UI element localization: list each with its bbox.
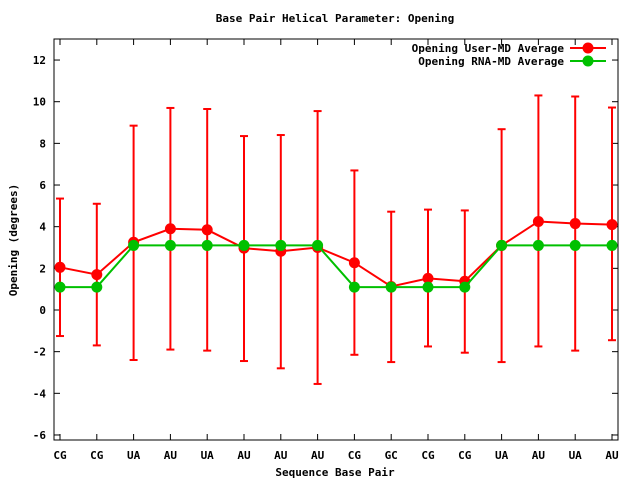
user-md-point xyxy=(91,269,103,281)
y-tick-label: 4 xyxy=(39,221,46,234)
x-tick-label: UA xyxy=(127,449,141,462)
legend-marker-user-md xyxy=(582,42,594,54)
user-md-point xyxy=(532,215,544,227)
y-tick-label: 0 xyxy=(39,304,46,317)
user-md-point xyxy=(164,223,176,235)
legend-marker-rna-md xyxy=(582,55,594,67)
y-axis: -6 -4 -2 0 2 4 6 8 10 12 xyxy=(33,54,618,442)
rna-md-point xyxy=(606,239,618,251)
rna-md-point xyxy=(312,239,324,251)
plot-frame xyxy=(53,38,619,441)
x-tick-label: CG xyxy=(421,449,435,462)
user-md-point xyxy=(348,257,360,269)
x-tick-label: CG xyxy=(53,449,67,462)
user-md-point xyxy=(201,224,213,236)
user-md-point xyxy=(422,272,434,284)
y-tick-label: 12 xyxy=(33,54,46,67)
y-tick-label: -6 xyxy=(33,429,47,442)
y-tick-label: -4 xyxy=(33,387,47,400)
y-tick-label: -2 xyxy=(33,346,46,359)
x-tick-label: GC xyxy=(385,449,398,462)
y-tick-label: 6 xyxy=(39,179,46,192)
rna-md-point xyxy=(496,239,508,251)
legend: Opening User-MD Average Opening RNA-MD A… xyxy=(412,42,606,68)
x-tick-label: UA xyxy=(495,449,509,462)
rna-md-point xyxy=(128,239,140,251)
x-tick-label: AU xyxy=(311,449,325,462)
x-tick-label: AU xyxy=(532,449,546,462)
y-tick-label: 8 xyxy=(39,137,46,150)
rna-md-point xyxy=(348,281,360,293)
rna-md-point xyxy=(54,281,66,293)
x-tick-label: CG xyxy=(348,449,362,462)
legend-label-rna-md: Opening RNA-MD Average xyxy=(418,55,564,68)
x-tick-label: AU xyxy=(274,449,288,462)
x-tick-label: AU xyxy=(605,449,619,462)
y-axis-label: Opening (degrees) xyxy=(7,184,20,297)
rna-md-line xyxy=(60,244,612,289)
rna-md-point xyxy=(569,239,581,251)
chart-title: Base Pair Helical Parameter: Opening xyxy=(216,12,454,25)
x-tick-label: CG xyxy=(458,449,472,462)
user-md-point xyxy=(606,219,618,231)
user-md-line xyxy=(59,220,613,288)
rna-md-point xyxy=(238,239,250,251)
rna-md-point xyxy=(459,281,471,293)
rna-md-point xyxy=(91,281,103,293)
x-tick-label: CG xyxy=(90,449,104,462)
x-axis-label: Sequence Base Pair xyxy=(275,466,395,479)
rna-md-point xyxy=(385,281,397,293)
rna-md-point xyxy=(532,239,544,251)
x-tick-label: AU xyxy=(237,449,251,462)
legend-label-user-md: Opening User-MD Average xyxy=(412,42,565,55)
series-layer xyxy=(54,94,618,385)
x-tick-label: AU xyxy=(164,449,178,462)
x-tick-label: UA xyxy=(201,449,215,462)
rna-md-point xyxy=(275,239,287,251)
y-tick-label: 2 xyxy=(39,262,46,275)
rna-md-point xyxy=(164,239,176,251)
user-md-point xyxy=(569,218,581,230)
x-tick-label: UA xyxy=(569,449,583,462)
rna-md-point xyxy=(201,239,213,251)
x-axis: CG CG UA AU UA AU AU AU CG GC CG CG UA AU UA AU xyxy=(53,39,619,462)
user-md-point xyxy=(54,261,66,273)
rna-md-point xyxy=(422,281,434,293)
y-tick-label: 10 xyxy=(33,96,46,109)
